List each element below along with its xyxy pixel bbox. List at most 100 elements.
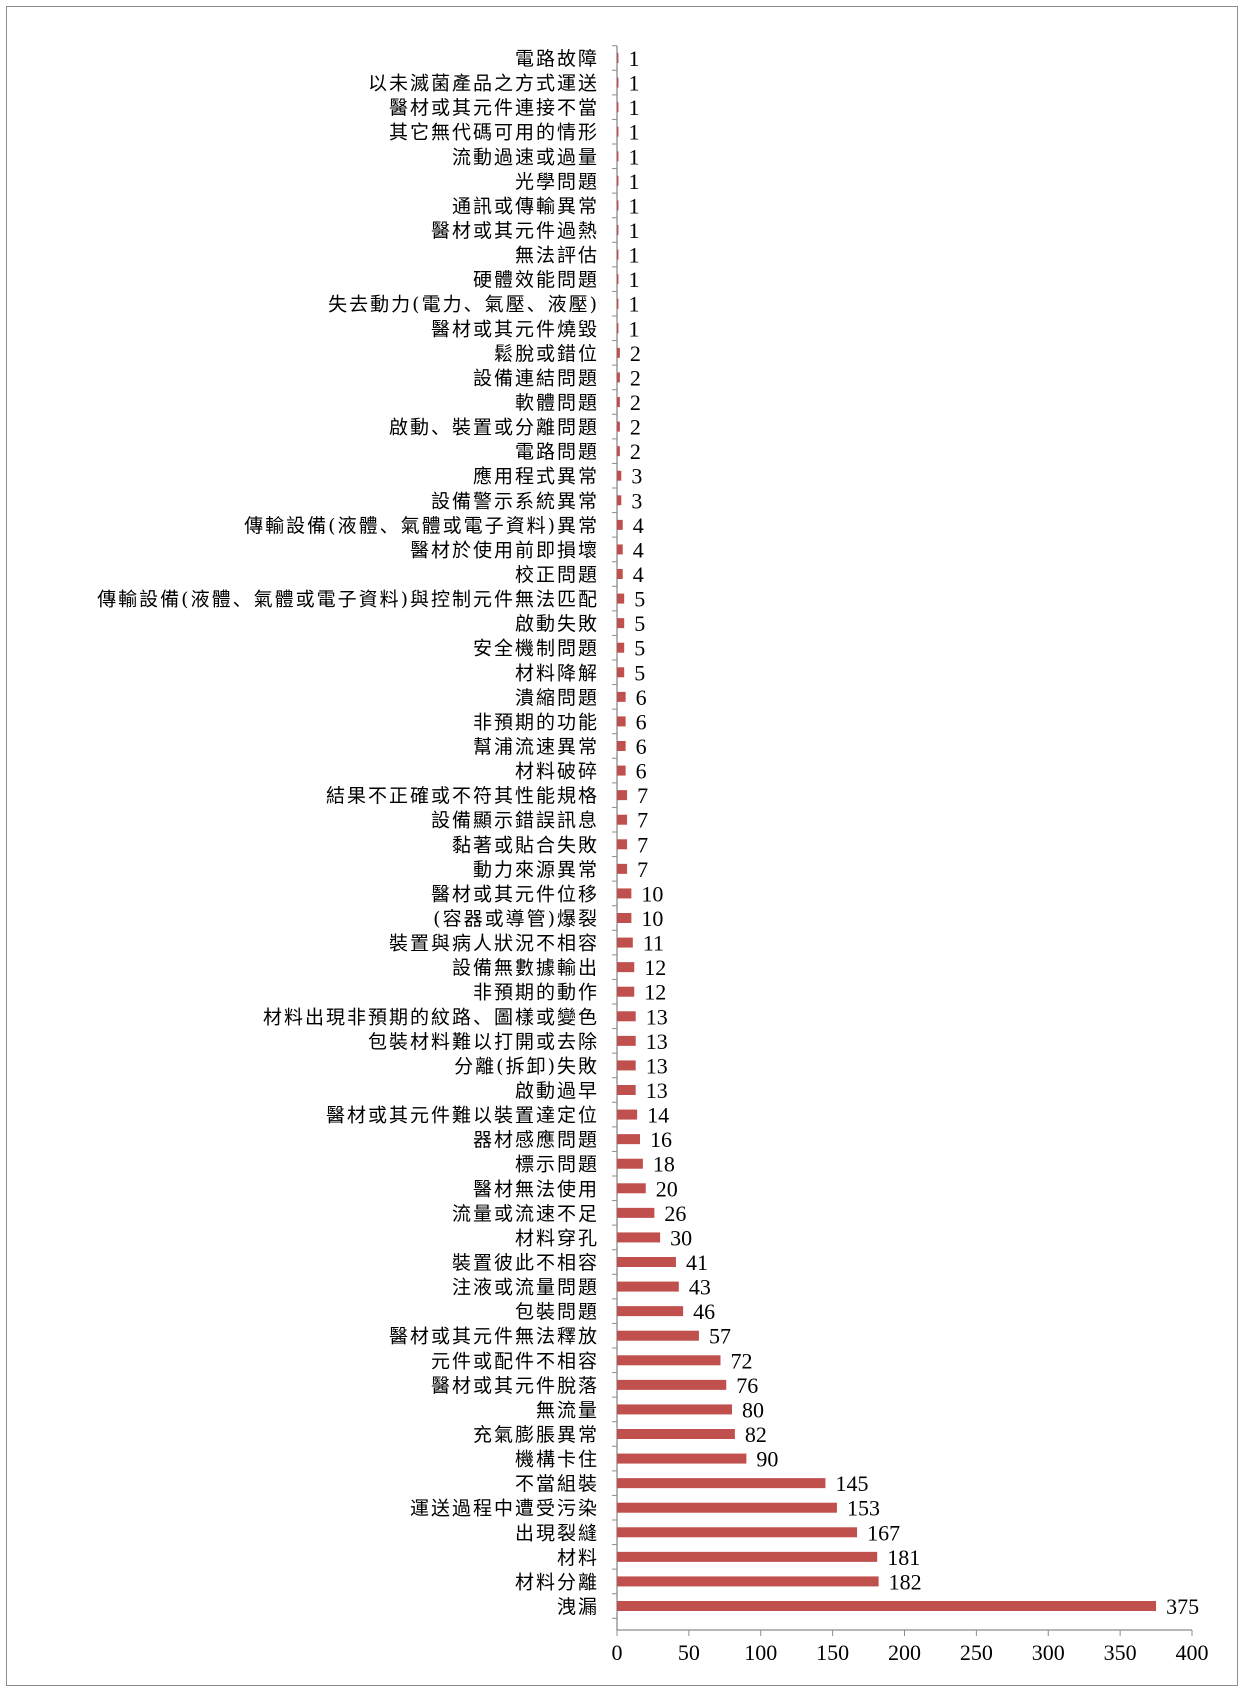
category-label: 非預期的功能 — [473, 711, 599, 733]
category-label: 潰縮問題 — [515, 687, 599, 709]
data-label: 7 — [637, 783, 648, 808]
data-label: 1 — [628, 95, 639, 120]
bar — [617, 765, 626, 776]
bar — [617, 986, 635, 997]
bar — [617, 863, 628, 874]
category-label: 醫材或其元件過熱 — [431, 220, 599, 242]
data-label: 7 — [637, 832, 648, 857]
category-label: 其它無代碼可用的情形 — [389, 122, 599, 144]
category-label: 醫材或其元件無法釋放 — [389, 1326, 599, 1348]
category-label: 裝置彼此不相容 — [452, 1252, 599, 1274]
category-label: 啟動失敗 — [515, 613, 599, 635]
bar — [617, 274, 619, 285]
bar — [617, 1330, 699, 1341]
bar — [617, 888, 632, 899]
x-tick-label: 150 — [816, 1640, 849, 1665]
x-tick-label: 0 — [612, 1640, 623, 1665]
bar — [617, 618, 625, 629]
bar — [617, 1429, 735, 1439]
category-label: 分離(拆卸)失敗 — [454, 1055, 599, 1077]
data-label: 3 — [631, 488, 642, 513]
category-label: 軟體問題 — [515, 392, 599, 414]
data-label: 7 — [637, 808, 648, 833]
category-label: 無流量 — [536, 1399, 599, 1421]
data-label: 76 — [736, 1373, 758, 1398]
bar — [617, 814, 628, 825]
bar — [617, 53, 619, 63]
bar — [617, 1355, 721, 1366]
x-tick-label: 400 — [1176, 1640, 1209, 1665]
bar — [617, 446, 620, 457]
category-label: 光學問題 — [515, 171, 599, 193]
data-label: 153 — [847, 1496, 880, 1521]
data-label: 1 — [628, 46, 639, 71]
category-label: 流動過速或過量 — [452, 146, 599, 168]
data-label: 10 — [641, 881, 663, 906]
axes — [612, 45, 1192, 1631]
data-label: 4 — [633, 513, 644, 538]
category-label: 不當組裝 — [515, 1473, 599, 1495]
data-label: 13 — [646, 1078, 668, 1103]
data-label: 16 — [650, 1127, 672, 1152]
bar — [617, 790, 628, 801]
category-label: 運送過程中遭受污染 — [410, 1498, 599, 1520]
category-label: 醫材於使用前即損壞 — [410, 539, 599, 561]
category-label: 啟動過早 — [515, 1080, 599, 1102]
category-label: 元件或配件不相容 — [431, 1350, 599, 1372]
bar — [617, 593, 625, 604]
category-label: 材料穿孔 — [515, 1227, 599, 1249]
data-label: 11 — [643, 931, 664, 956]
category-label: 設備無數據輸出 — [452, 957, 599, 979]
category-label: 結果不正確或不符其性能規格 — [326, 785, 599, 807]
category-label: 醫材無法使用 — [473, 1178, 599, 1200]
data-label: 1 — [628, 267, 639, 292]
category-label: 裝置與病人狀況不相容 — [389, 933, 599, 955]
data-label: 5 — [634, 611, 645, 636]
x-tick-label: 300 — [1032, 1640, 1065, 1665]
bar — [617, 741, 626, 751]
data-label: 182 — [889, 1569, 922, 1594]
bar — [617, 937, 633, 948]
data-label: 6 — [636, 759, 647, 784]
data-label: 4 — [633, 537, 644, 562]
data-label: 20 — [656, 1176, 678, 1201]
category-label: 流量或流速不足 — [452, 1203, 599, 1225]
data-label: 1 — [628, 120, 639, 145]
data-label: 181 — [887, 1545, 920, 1570]
data-label: 5 — [634, 660, 645, 685]
category-label: 材料 — [557, 1547, 599, 1569]
data-label: 1 — [628, 193, 639, 218]
category-label: 材料出現非預期的紋路、圖樣或變色 — [263, 1006, 599, 1028]
category-label: 應用程式異常 — [473, 465, 599, 488]
category-label: 器材感應問題 — [473, 1128, 599, 1151]
category-label: 醫材或其元件難以裝置達定位 — [326, 1105, 599, 1127]
category-label: 傳輸設備(液體、氣體或電子資料)異常 — [244, 515, 599, 537]
x-tick-label: 350 — [1104, 1640, 1137, 1665]
data-label: 43 — [689, 1275, 711, 1300]
data-label: 57 — [709, 1324, 731, 1349]
data-label: 4 — [633, 562, 644, 587]
data-label: 6 — [636, 685, 647, 710]
bar — [617, 421, 620, 432]
category-label: 失去動力(電力、氣壓、液壓) — [328, 294, 599, 316]
bar — [617, 1183, 646, 1194]
bar — [617, 1257, 676, 1267]
category-label: 校正問題 — [515, 564, 599, 586]
category-label: 醫材或其元件位移 — [431, 883, 599, 905]
category-label: 無法評估 — [515, 245, 599, 267]
bar — [617, 1011, 636, 1022]
bar — [617, 126, 619, 137]
x-tick-label: 100 — [744, 1640, 777, 1665]
category-label: 充氣膨脹異常 — [473, 1424, 599, 1446]
category-label: 啟動、裝置或分離問題 — [389, 417, 599, 439]
category-label: 非預期的動作 — [473, 982, 599, 1004]
category-label: 醫材或其元件燒毀 — [431, 318, 599, 340]
data-label: 1 — [628, 218, 639, 243]
data-label: 1 — [628, 292, 639, 317]
category-label: 包裝問題 — [515, 1301, 599, 1323]
category-label: 醫材或其元件連接不當 — [389, 97, 599, 119]
category-label: 包裝材料難以打開或去除 — [368, 1031, 599, 1053]
bar — [617, 544, 623, 555]
data-label: 1 — [628, 71, 639, 96]
category-label: 材料降解 — [515, 662, 599, 684]
